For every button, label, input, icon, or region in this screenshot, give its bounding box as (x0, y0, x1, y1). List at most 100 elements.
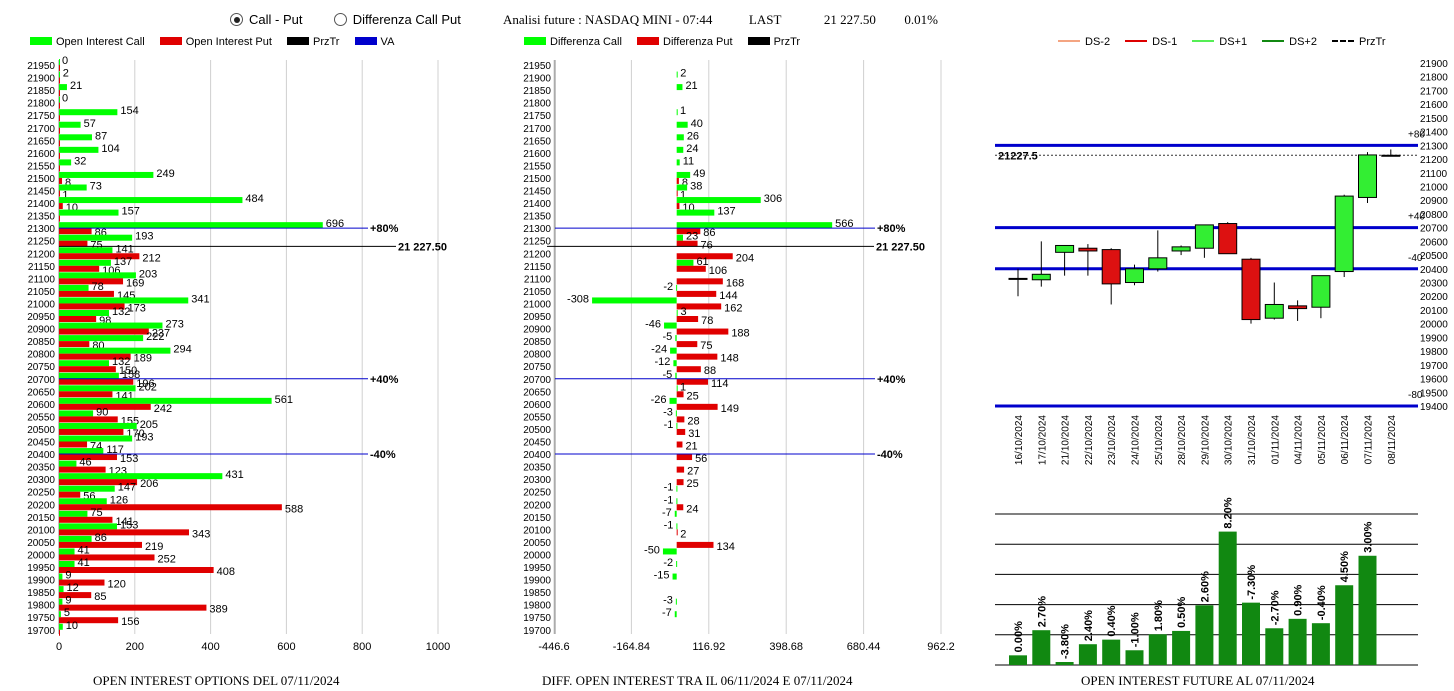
radio-call-put[interactable]: Call - Put (230, 12, 302, 27)
bar-call (676, 422, 678, 429)
bar-put (59, 278, 124, 285)
x-tick-label: 962.2 (927, 641, 955, 653)
y-tick-label: 21400 (523, 199, 551, 210)
legend-item-ds-1: DS-1 (1125, 36, 1177, 48)
level-label: +40% (877, 374, 906, 386)
legend-label-ds+2: DS+2 (1289, 36, 1317, 48)
bar-call-label: 117 (106, 444, 124, 456)
y-tick-label: 20600 (27, 400, 55, 411)
candle-date-label: 23/10/2024 (1107, 415, 1118, 465)
y-tick-label: 21250 (523, 237, 551, 248)
bar-put (59, 567, 214, 573)
bar-put (676, 391, 684, 398)
bar-call (59, 586, 64, 593)
bar-call-label: 126 (110, 494, 128, 506)
level-label: -40% (877, 449, 903, 461)
x-tick-label: 800 (353, 641, 371, 653)
y-tick-label: 20250 (523, 488, 551, 499)
y-tick-label: 20450 (523, 438, 551, 449)
bar-call-label: 154 (120, 105, 138, 117)
legend-item-ds+1: DS+1 (1192, 36, 1247, 48)
y-tick-label: 20700 (27, 375, 55, 386)
y-tick-label: 20800 (523, 350, 551, 361)
bar-put-label: 252 (158, 553, 176, 565)
bar-call-label: 153 (120, 519, 138, 531)
bar-call (676, 134, 684, 141)
bar-call (676, 197, 761, 204)
bar-put (676, 416, 685, 423)
bar-call (676, 561, 678, 567)
legend-item-diff-put: Differenza Put (637, 36, 733, 48)
y-tick-label: 20850 (523, 337, 551, 348)
legend-label-ds-2: DS-2 (1085, 36, 1111, 48)
bar-call (59, 598, 63, 605)
candle-y-tick: 20800 (1420, 210, 1448, 221)
candle-date-label: 25/10/2024 (1154, 415, 1165, 465)
bar-call (59, 197, 243, 204)
y-tick-label: 21900 (27, 74, 55, 85)
bar-call-label: -50 (644, 544, 660, 556)
y-tick-label: 20300 (523, 475, 551, 486)
legend-label-diff-call: Differenza Call (550, 36, 622, 48)
radio-diff-call-put[interactable]: Differenza Call Put (333, 12, 461, 27)
bar-call-label: 11 (683, 155, 694, 167)
bar-put (59, 115, 60, 122)
bar-call-label: -2 (663, 557, 673, 569)
bar-call-label: 26 (687, 130, 699, 142)
legend-line-ds-1 (1125, 40, 1148, 42)
bar-call (676, 523, 678, 530)
legend-swatch-przttr (287, 37, 309, 45)
bar-call (592, 297, 677, 304)
future-bar (1078, 644, 1097, 665)
bar-put (59, 391, 113, 398)
bar-call (676, 498, 678, 505)
legend-oi-diff: Differenza Call Differenza Put PrzTr (524, 36, 812, 48)
bar-call-label: 12 (67, 582, 79, 594)
y-tick-label: 21750 (523, 111, 551, 122)
future-bar (1311, 623, 1330, 665)
bar-call (59, 523, 117, 530)
y-tick-label: 21700 (27, 124, 55, 135)
bar-call-label: -1 (664, 519, 674, 531)
future-bar-label: -3.80% (1060, 624, 1072, 659)
bar-call (676, 310, 678, 316)
bar-call (59, 347, 171, 354)
candle-y-tick: 21400 (1420, 128, 1448, 139)
bar-call (59, 435, 133, 442)
y-tick-label: 20400 (523, 450, 551, 461)
bar-call (673, 360, 677, 367)
radio-selected-icon (230, 13, 243, 26)
level-label: +80% (370, 223, 399, 235)
level-label: +40% (370, 374, 399, 386)
bar-put (59, 491, 81, 498)
bar-put (676, 403, 718, 410)
bar-put-label: 106 (709, 265, 727, 277)
y-tick-label: 21450 (523, 187, 551, 198)
candle-y-tick: 20700 (1420, 224, 1448, 235)
bar-call-label: 41 (78, 557, 90, 569)
bar-call-label: 249 (156, 168, 174, 180)
future-bar-label: 4.50% (1339, 551, 1351, 582)
bar-put (59, 378, 134, 385)
future-bar-label: -7.30% (1246, 565, 1258, 600)
candle-body (1194, 224, 1214, 249)
bar-call-label: 0 (62, 93, 68, 105)
bar-call-label: 61 (696, 256, 708, 268)
candle-body (1101, 249, 1121, 285)
bar-put-label: 85 (94, 591, 106, 603)
bar-call-label: 222 (146, 331, 164, 343)
bar-put (59, 441, 88, 448)
candle-y-tick: 20900 (1420, 196, 1448, 207)
x-tick-label: -164.84 (613, 641, 650, 653)
legend-item-diff-przttr: PrzTr (747, 36, 800, 48)
candle-y-tick: 19500 (1420, 388, 1448, 399)
bar-call (59, 548, 75, 555)
bar-call-label: 104 (101, 143, 119, 155)
legend-swatch-put (159, 37, 182, 45)
bar-put (59, 454, 117, 461)
bar-put (59, 316, 97, 322)
x-tick-label: 400 (201, 641, 219, 653)
radio-call-put-label: Call - Put (249, 12, 303, 27)
y-tick-label: 21150 (28, 262, 56, 273)
bar-put (676, 541, 714, 548)
